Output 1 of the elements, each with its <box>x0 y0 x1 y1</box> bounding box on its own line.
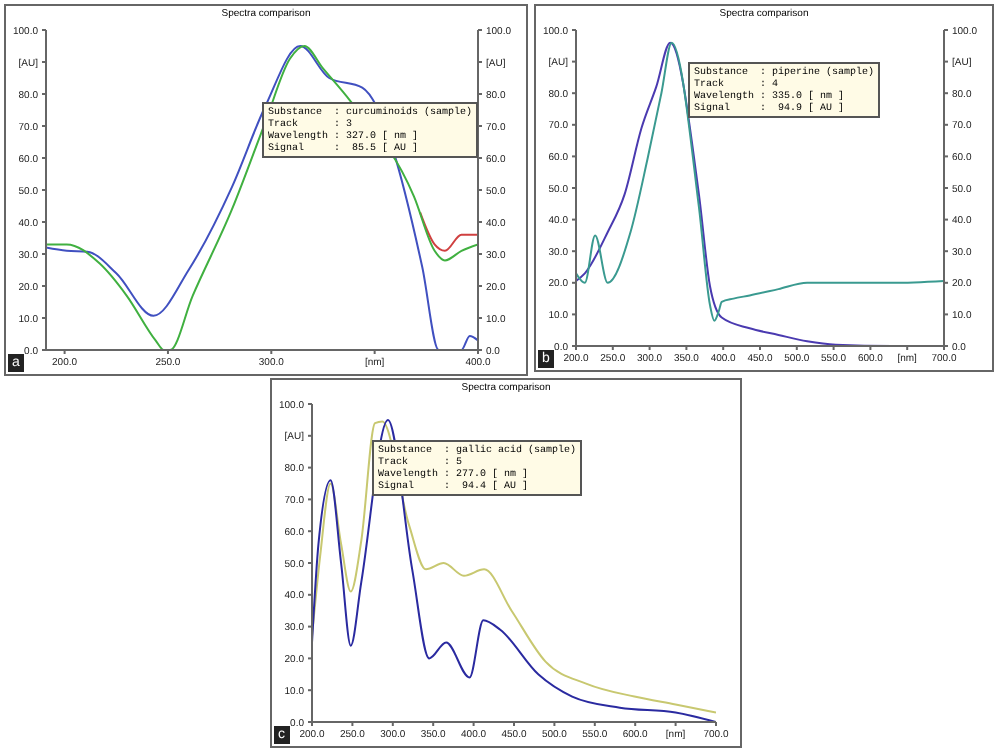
line-series <box>419 211 478 252</box>
